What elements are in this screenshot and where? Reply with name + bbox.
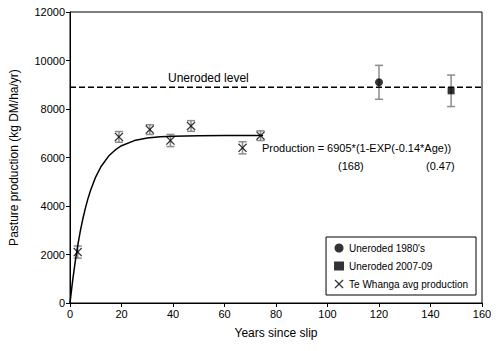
svg-text:Uneroded 1980's: Uneroded 1980's xyxy=(349,243,425,254)
svg-text:0: 0 xyxy=(59,297,65,309)
svg-text:100: 100 xyxy=(318,308,336,320)
svg-text:8000: 8000 xyxy=(41,103,65,115)
svg-text:60: 60 xyxy=(218,308,230,320)
svg-text:12000: 12000 xyxy=(34,6,65,18)
svg-text:40: 40 xyxy=(167,308,179,320)
svg-text:6000: 6000 xyxy=(41,152,65,164)
svg-text:10000: 10000 xyxy=(34,55,65,67)
svg-text:(0.47): (0.47) xyxy=(426,160,455,172)
svg-text:120: 120 xyxy=(370,308,388,320)
svg-text:Pasture production (kg DM/ha/y: Pasture production (kg DM/ha/yr) xyxy=(7,69,21,246)
svg-text:Te Whanga avg production: Te Whanga avg production xyxy=(349,279,468,290)
svg-text:Production = 6905*(1-EXP(-0.14: Production = 6905*(1-EXP(-0.14*Age)) xyxy=(262,142,451,154)
svg-text:2000: 2000 xyxy=(41,249,65,261)
svg-text:Uneroded level: Uneroded level xyxy=(168,71,249,85)
svg-text:Uneroded 2007-09: Uneroded 2007-09 xyxy=(349,261,433,272)
svg-text:20: 20 xyxy=(115,308,127,320)
svg-text:(168): (168) xyxy=(338,160,364,172)
svg-text:Years since slip: Years since slip xyxy=(235,326,318,340)
svg-text:4000: 4000 xyxy=(41,200,65,212)
svg-text:140: 140 xyxy=(421,308,439,320)
svg-text:0: 0 xyxy=(67,308,73,320)
svg-text:160: 160 xyxy=(473,308,491,320)
svg-text:80: 80 xyxy=(270,308,282,320)
